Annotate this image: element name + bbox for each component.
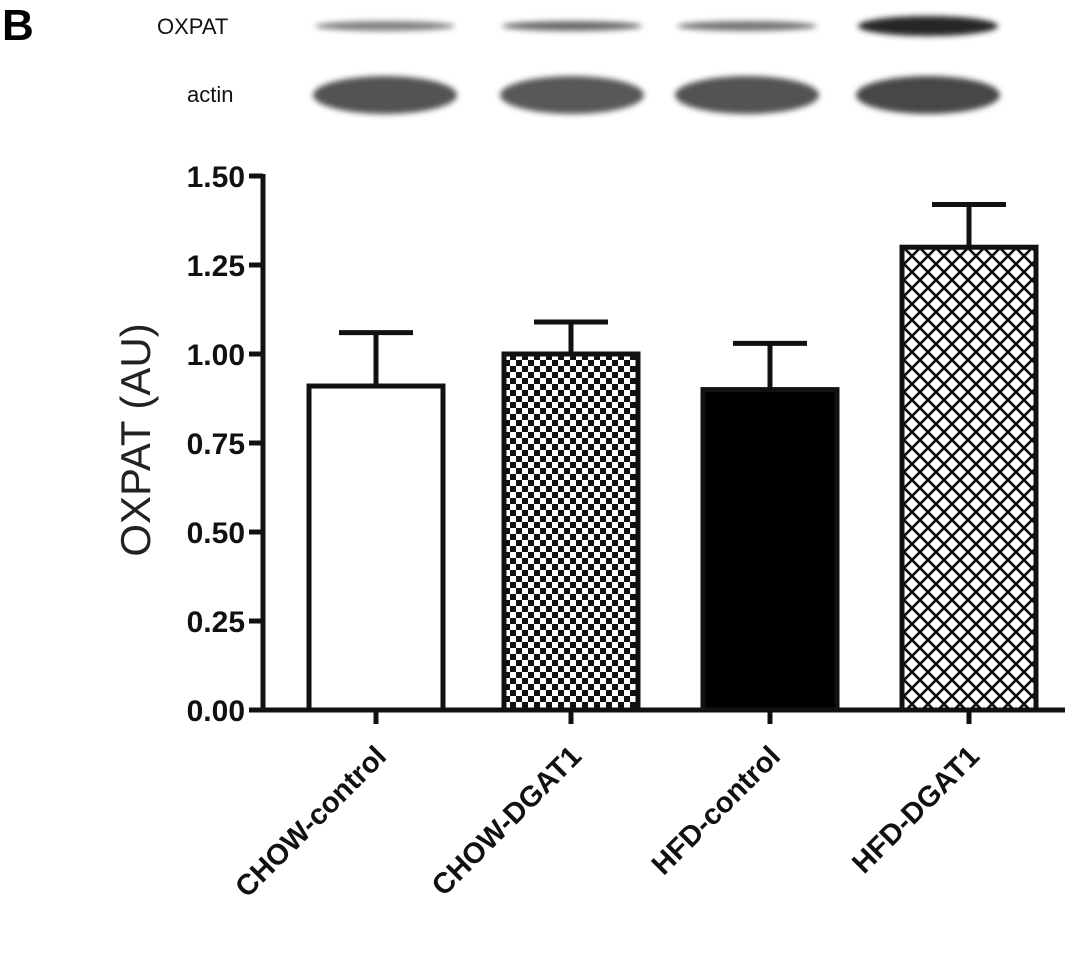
bar-chart: 0.00 0.25 0.50 0.75 1.00 1.25 1.50 CHOW-contro… bbox=[112, 161, 1065, 904]
blot-band-oxpat bbox=[858, 16, 998, 36]
blot-label-oxpat: OXPAT bbox=[157, 14, 228, 39]
y-tick-label: 1.25 bbox=[187, 250, 245, 283]
y-tick-label: 0.50 bbox=[187, 517, 245, 550]
blot-band-actin bbox=[500, 76, 644, 114]
blot-band-oxpat bbox=[315, 21, 455, 31]
blot-band-actin bbox=[856, 76, 1000, 114]
bar-hfd-control bbox=[700, 387, 840, 713]
x-tick-label: CHOW-DGAT1 bbox=[426, 740, 588, 902]
y-tick-label: 1.00 bbox=[187, 339, 245, 372]
blot-band-actin bbox=[313, 76, 457, 114]
blot-band-oxpat bbox=[677, 21, 817, 31]
blot-band-actin bbox=[675, 76, 819, 114]
western-blot: OXPAT actin bbox=[157, 14, 1000, 114]
blot-band-oxpat bbox=[502, 21, 642, 31]
x-tick-label: HFD-control bbox=[646, 740, 787, 881]
y-tick-label: 0.25 bbox=[187, 606, 245, 639]
bar-chow-control bbox=[306, 383, 446, 713]
y-axis-title: OXPAT (AU) bbox=[112, 323, 159, 556]
x-tick-label: CHOW-control bbox=[229, 740, 392, 903]
bar-hfd-dgat1 bbox=[899, 244, 1039, 713]
y-tick-label: 0.75 bbox=[187, 428, 245, 461]
x-tick-label: HFD-DGAT1 bbox=[846, 740, 986, 880]
bar-chow-dgat1 bbox=[501, 351, 641, 713]
blot-label-actin: actin bbox=[187, 82, 233, 107]
y-tick-label: 0.00 bbox=[187, 695, 245, 728]
y-tick-label: 1.50 bbox=[187, 161, 245, 194]
panel-letter: B bbox=[2, 1, 34, 50]
